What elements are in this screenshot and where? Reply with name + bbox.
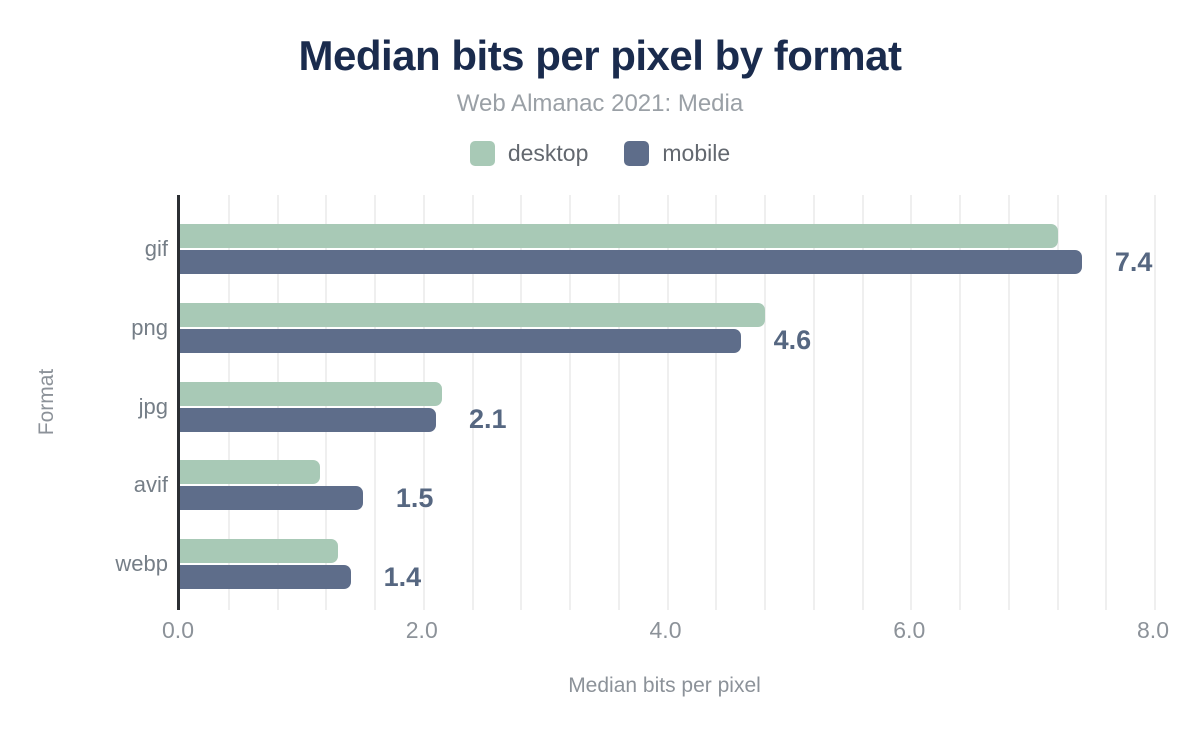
gridline xyxy=(910,195,913,610)
legend-item-desktop[interactable]: desktop xyxy=(469,140,589,167)
x-axis-tick-labels: 0.0 2.0 4.0 6.0 8.0 xyxy=(162,616,1169,644)
y-axis-category-labels: gif png jpg avif webp xyxy=(0,195,168,610)
gridline xyxy=(471,195,474,610)
value-label-png: 4.6 xyxy=(773,325,812,356)
x-tick-label-0.0: 0.0 xyxy=(162,617,194,643)
bar-desktop-avif xyxy=(180,460,321,485)
y-category-label-avif: avif xyxy=(133,472,168,498)
gridline xyxy=(715,195,718,610)
gridline xyxy=(764,195,766,610)
y-category-label-gif: gif xyxy=(144,236,168,261)
gridline xyxy=(617,195,620,610)
value-label-webp: 1.4 xyxy=(383,561,422,592)
y-category-label-jpg: jpg xyxy=(138,393,168,419)
gridline xyxy=(1007,195,1010,610)
bar-desktop-webp xyxy=(180,539,339,563)
gridline xyxy=(569,195,571,610)
gridline xyxy=(1056,195,1059,610)
chart-title: Median bits per pixel by format xyxy=(298,32,902,79)
bar-mobile-avif xyxy=(180,486,363,511)
gridline xyxy=(1105,195,1108,610)
bar-desktop-jpg xyxy=(180,381,443,406)
desktop-series-swatch-icon xyxy=(469,141,495,166)
bar-mobile-gif xyxy=(180,250,1082,274)
x-tick-label-6.0: 6.0 xyxy=(893,617,926,643)
x-tick-label-8.0: 8.0 xyxy=(1137,617,1169,643)
value-label-jpg: 2.1 xyxy=(468,404,507,434)
chart-subtitle: Web Almanac 2021: Media xyxy=(456,90,744,117)
gridline xyxy=(861,195,864,610)
x-tick-label-2.0: 2.0 xyxy=(405,617,438,643)
gridline xyxy=(959,195,961,610)
bar-desktop-gif xyxy=(180,224,1058,248)
y-category-label-png: png xyxy=(131,314,168,340)
bar-mobile-webp xyxy=(180,565,351,589)
gridline xyxy=(812,195,815,610)
y-category-label-webp: webp xyxy=(115,551,168,576)
value-label-gif: 7.4 xyxy=(1114,246,1153,277)
x-tick-label-4.0: 4.0 xyxy=(649,617,682,643)
legend-label-desktop: desktop xyxy=(507,140,589,166)
legend: desktop mobile xyxy=(0,140,1200,167)
bar-mobile-png xyxy=(180,328,741,353)
bar-mobile-jpg xyxy=(180,407,436,432)
gridline xyxy=(520,195,523,610)
legend-label-mobile: mobile xyxy=(662,140,731,166)
plot-area: 7.4 4.6 2.1 1.5 1.4 xyxy=(177,195,1156,610)
x-axis-title: Median bits per pixel xyxy=(568,674,761,697)
legend-item-mobile[interactable]: mobile xyxy=(624,140,730,167)
gridline xyxy=(666,195,669,610)
value-label-avif: 1.5 xyxy=(395,482,434,513)
mobile-series-swatch-icon xyxy=(624,141,650,166)
gridline xyxy=(1154,195,1156,610)
bar-desktop-png xyxy=(180,302,765,327)
